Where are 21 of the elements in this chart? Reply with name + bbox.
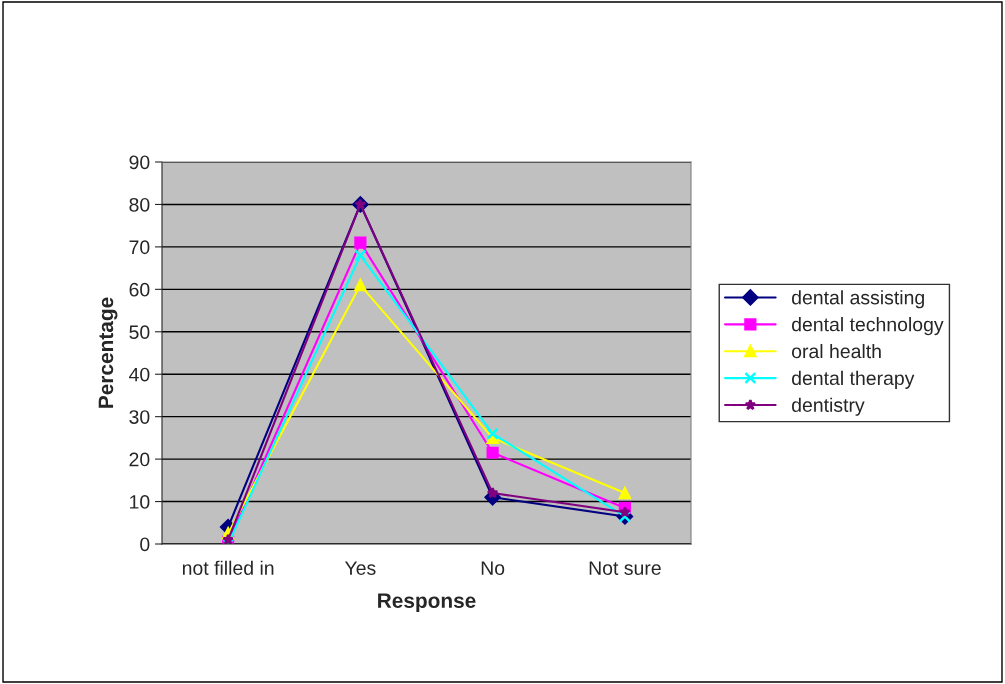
legend-label: dental technology [792,317,944,336]
y-tick-label: 10 [130,495,150,509]
legend-label: dental therapy [792,370,915,389]
legend-label: dental assisting [792,290,924,309]
y-tick-label: 30 [129,410,150,424]
x-tick-label: Yes [344,561,376,575]
y-axis-title: Percentage [98,297,118,408]
y-tick-label: 20 [129,452,150,467]
y-tick-label: 0 [140,537,150,552]
y-tick-label: 60 [129,282,150,297]
y-tick-label: 80 [129,197,150,212]
legend-label: dentistry [792,397,865,416]
y-tick-label: 40 [129,367,150,382]
x-axis-title: Response [378,593,476,613]
y-tick-label: 90 [129,155,150,170]
x-tick-label: No [481,561,505,575]
y-tick-label: 50 [129,325,150,340]
x-tick-label: not filled in [182,560,274,575]
x-tick-label: Not sure [589,561,661,575]
y-tick-label: 70 [129,240,150,255]
legend-label: oral health [792,343,881,359]
